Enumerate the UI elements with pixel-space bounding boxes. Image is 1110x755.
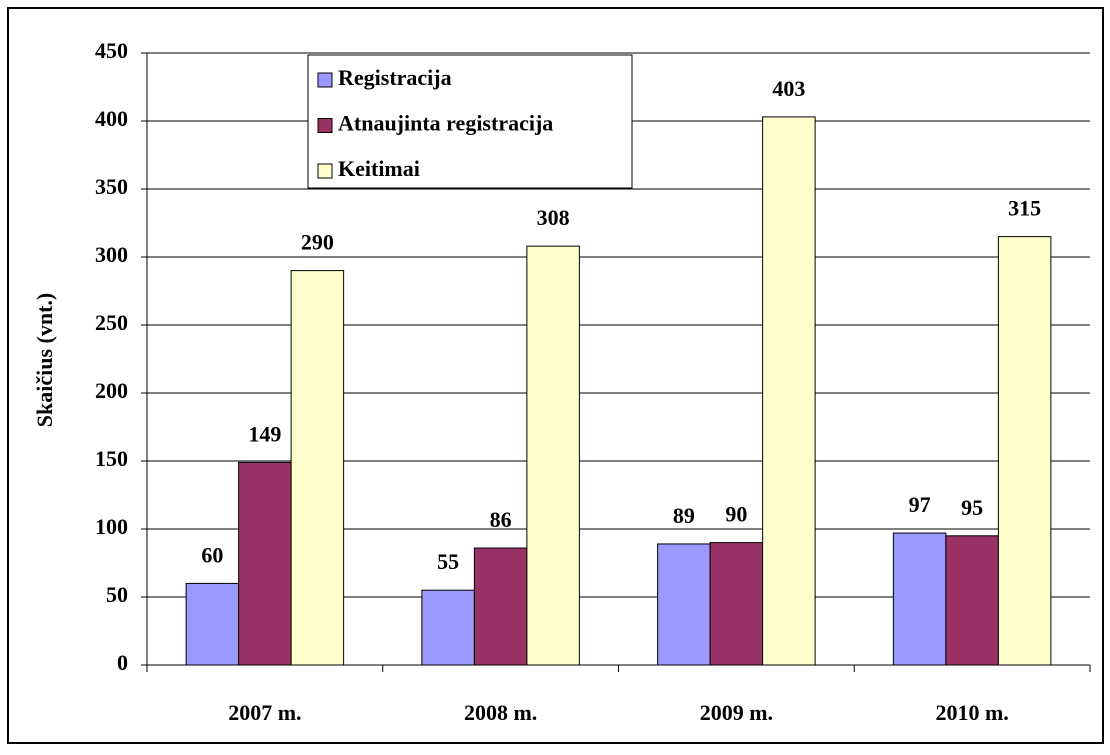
legend-swatch	[317, 163, 333, 179]
bar	[657, 543, 711, 666]
data-label: 149	[248, 421, 281, 446]
data-label: 60	[201, 542, 223, 567]
bar	[526, 245, 580, 666]
y-tick-label: 300	[95, 242, 128, 267]
data-label: 86	[490, 507, 512, 532]
legend-box	[307, 54, 633, 189]
legend-label: Atnaujinta registracija	[338, 111, 553, 136]
x-tick-label: 2009 m.	[700, 700, 773, 725]
y-tick-label: 100	[95, 514, 128, 539]
x-tick-label: 2008 m.	[464, 700, 537, 725]
data-label: 55	[437, 549, 459, 574]
bar	[892, 532, 947, 666]
data-label: 90	[725, 502, 747, 527]
bar	[945, 535, 999, 666]
data-label: 308	[537, 205, 570, 230]
bar	[997, 236, 1052, 666]
bar	[290, 270, 345, 666]
bar	[709, 542, 764, 666]
y-tick-label: 350	[95, 174, 128, 199]
legend-label: Keitimai	[338, 156, 420, 181]
bar	[185, 582, 240, 666]
bar	[473, 547, 528, 666]
x-tick-label: 2007 m.	[228, 700, 301, 725]
y-tick-label: 150	[95, 446, 128, 471]
y-tick-label: 200	[95, 378, 128, 403]
y-tick-label: 50	[106, 582, 128, 607]
x-tick-label: 2010 m.	[935, 700, 1008, 725]
data-label: 290	[301, 230, 334, 255]
data-label: 315	[1008, 196, 1041, 221]
legend-label: Registracija	[338, 65, 452, 90]
data-label: 403	[772, 76, 805, 101]
legend-swatch	[317, 118, 333, 133]
y-axis-label: Skaičius (vnt.)	[32, 293, 57, 427]
data-label: 97	[909, 492, 931, 517]
bar	[762, 116, 816, 666]
data-label: 89	[673, 503, 695, 528]
bar	[238, 461, 292, 666]
data-label: 95	[961, 495, 983, 520]
y-tick-label: 450	[95, 38, 128, 63]
y-tick-label: 0	[117, 650, 128, 675]
y-tick-label: 400	[95, 106, 128, 131]
y-tick-label: 250	[95, 310, 128, 335]
legend-swatch	[317, 72, 333, 88]
bar	[421, 589, 475, 666]
